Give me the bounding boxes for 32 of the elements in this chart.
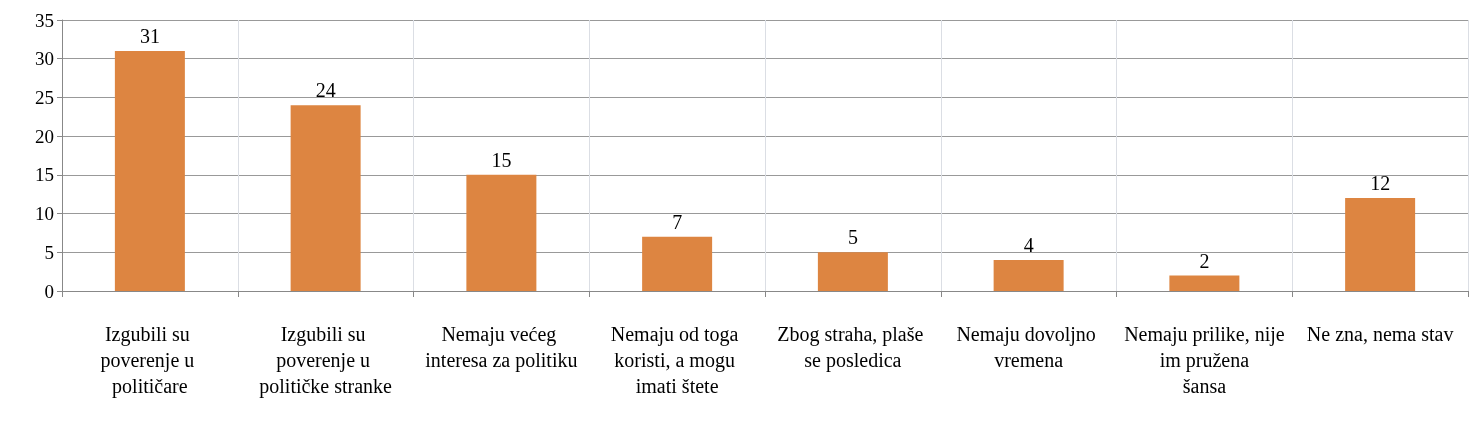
x-tick-label: Nemaju većeg interesa za politiku [425,323,578,372]
bar [642,236,713,291]
y-tick-label: 15 [35,164,54,186]
x-tick-label: Izgubili su poverenje u političke stranke [259,323,393,398]
data-label: 2 [1199,249,1210,272]
bar [1345,198,1416,291]
x-tick-label: Izgubili su poverenje u političare [100,323,200,398]
data-label: 24 [315,79,336,102]
data-label: 31 [139,24,160,47]
data-label: 15 [491,148,512,171]
y-tick-label: 10 [35,203,54,225]
x-tick-label: Ne zna, nema stav [1306,323,1454,345]
y-tick-label: 30 [35,48,54,70]
x-tick-label: Nemaju od toga koristi, a mogu imati štete [610,323,744,397]
x-tick-label: Nemaju prilike, nije im pružena šansa [1124,323,1285,397]
data-label: 12 [1370,172,1391,195]
y-tick-label: 0 [44,280,54,302]
bar [290,105,361,291]
y-tick-label: 20 [35,125,54,147]
data-label: 5 [847,226,858,249]
bar [993,260,1064,291]
bar [466,174,537,291]
y-tick-label: 25 [35,86,54,108]
y-tick-label: 35 [35,9,54,31]
bar [817,252,888,291]
bar [114,50,185,291]
bar [1169,275,1240,291]
y-tick-label: 5 [44,241,54,263]
data-label: 7 [672,210,683,233]
data-label: 4 [1023,234,1034,257]
x-tick-label: Nemaju dovoljno vremena [956,323,1101,371]
x-tick-label: Zbog straha, plaše se posledica [777,323,929,372]
